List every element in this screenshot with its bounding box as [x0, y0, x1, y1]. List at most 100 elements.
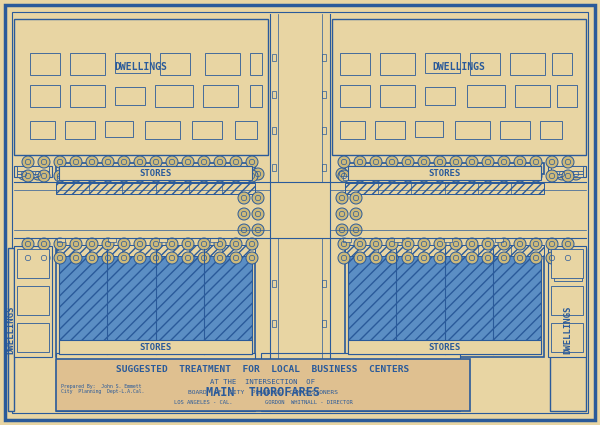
- Bar: [321, 382, 356, 407]
- Bar: [192, 121, 222, 139]
- Bar: [166, 382, 201, 407]
- Circle shape: [166, 238, 178, 250]
- Circle shape: [386, 156, 398, 168]
- Circle shape: [86, 252, 98, 264]
- Bar: [115, 53, 150, 73]
- Circle shape: [350, 224, 362, 236]
- Bar: [272, 280, 276, 287]
- Bar: [322, 359, 326, 366]
- Circle shape: [546, 156, 558, 168]
- Text: STORES: STORES: [139, 168, 172, 178]
- Bar: [30, 85, 60, 107]
- Circle shape: [102, 252, 114, 264]
- Bar: [14, 19, 268, 155]
- Bar: [115, 87, 145, 105]
- Bar: [371, 382, 406, 407]
- Circle shape: [70, 170, 82, 182]
- Bar: [155, 85, 193, 107]
- Circle shape: [22, 156, 34, 168]
- Circle shape: [514, 170, 526, 182]
- Bar: [272, 399, 276, 406]
- Circle shape: [530, 156, 542, 168]
- Circle shape: [466, 170, 478, 182]
- Bar: [444, 238, 452, 242]
- Circle shape: [354, 252, 366, 264]
- Circle shape: [182, 238, 194, 250]
- Circle shape: [530, 252, 542, 264]
- Bar: [554, 261, 582, 281]
- Text: STORES: STORES: [428, 168, 461, 178]
- Bar: [322, 320, 326, 326]
- Circle shape: [482, 252, 494, 264]
- Circle shape: [482, 170, 494, 182]
- Circle shape: [246, 252, 258, 264]
- Circle shape: [214, 238, 226, 250]
- Circle shape: [466, 252, 478, 264]
- Bar: [345, 163, 544, 174]
- Circle shape: [166, 252, 178, 264]
- Circle shape: [354, 156, 366, 168]
- Bar: [345, 183, 544, 194]
- Circle shape: [22, 170, 34, 182]
- Bar: [59, 166, 252, 180]
- Bar: [551, 172, 583, 177]
- Circle shape: [252, 192, 264, 204]
- Circle shape: [498, 156, 510, 168]
- Circle shape: [354, 170, 366, 182]
- Circle shape: [336, 168, 348, 180]
- Bar: [203, 85, 238, 107]
- Bar: [14, 166, 52, 177]
- Text: AT THE  INTERSECTION  OF: AT THE INTERSECTION OF: [211, 379, 316, 385]
- Bar: [250, 85, 262, 107]
- Bar: [343, 176, 351, 180]
- Bar: [425, 87, 455, 105]
- Bar: [272, 127, 276, 134]
- Circle shape: [238, 168, 250, 180]
- Circle shape: [134, 238, 146, 250]
- Circle shape: [562, 238, 574, 250]
- Circle shape: [402, 170, 414, 182]
- Bar: [380, 53, 415, 75]
- Bar: [160, 53, 190, 75]
- Bar: [59, 249, 252, 354]
- Bar: [56, 183, 255, 194]
- Bar: [210, 176, 218, 180]
- Bar: [551, 286, 583, 315]
- Bar: [17, 166, 49, 171]
- Circle shape: [38, 170, 50, 182]
- Circle shape: [38, 156, 50, 168]
- Bar: [552, 53, 572, 75]
- Circle shape: [198, 252, 210, 264]
- Bar: [332, 19, 586, 155]
- Bar: [540, 121, 562, 139]
- Text: DWELLINGS: DWELLINGS: [115, 62, 167, 71]
- Bar: [270, 182, 330, 238]
- Circle shape: [482, 156, 494, 168]
- Bar: [210, 238, 218, 242]
- Bar: [467, 85, 505, 107]
- Circle shape: [70, 238, 82, 250]
- Bar: [159, 238, 167, 242]
- Circle shape: [338, 252, 350, 264]
- Bar: [394, 176, 401, 180]
- Circle shape: [450, 252, 462, 264]
- Bar: [108, 176, 116, 180]
- Bar: [271, 382, 306, 407]
- Bar: [30, 121, 55, 139]
- Circle shape: [338, 238, 350, 250]
- Circle shape: [530, 238, 542, 250]
- Bar: [340, 53, 370, 75]
- Text: BOARD  OF  CITY  PLANNING  COMMISSIONERS: BOARD OF CITY PLANNING COMMISSIONERS: [188, 391, 338, 396]
- Circle shape: [418, 252, 430, 264]
- Circle shape: [246, 238, 258, 250]
- Circle shape: [230, 156, 242, 168]
- Circle shape: [230, 252, 242, 264]
- Circle shape: [38, 252, 50, 264]
- Bar: [494, 238, 503, 242]
- Circle shape: [238, 192, 250, 204]
- Bar: [56, 359, 470, 411]
- Circle shape: [546, 170, 558, 182]
- Text: MAIN  THOROFARES: MAIN THOROFARES: [206, 385, 320, 399]
- Bar: [57, 238, 65, 242]
- Circle shape: [514, 238, 526, 250]
